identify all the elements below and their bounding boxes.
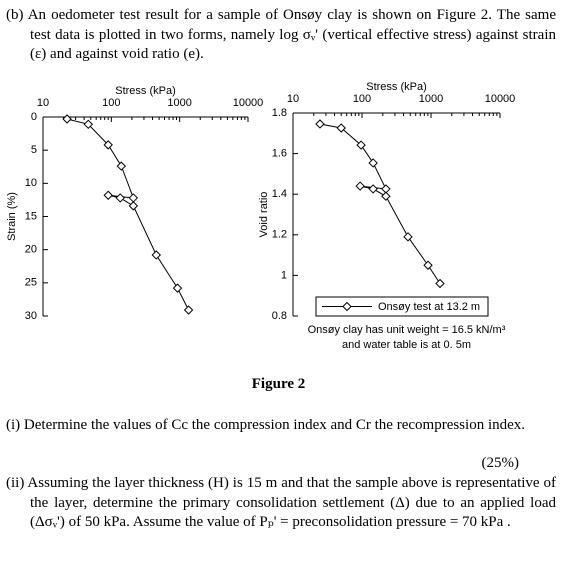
y-tick-label: 20 <box>25 244 37 256</box>
x-tick-label: 10 <box>37 97 49 109</box>
y-tick-label: 0 <box>31 111 37 123</box>
data-point <box>315 119 325 129</box>
figure-caption: Figure 2 <box>251 376 306 392</box>
x-axis-label: Stress (kPa) <box>115 85 176 97</box>
data-point <box>183 305 194 315</box>
y-axis-label: Void ratio <box>258 192 270 238</box>
data-point <box>435 278 445 289</box>
legend-marker <box>342 301 352 312</box>
series-line <box>66 118 190 311</box>
y-tick-label: 1.8 <box>272 107 287 119</box>
x-tick-label: 10 <box>287 93 299 105</box>
data-point <box>403 232 413 242</box>
data-point <box>172 283 183 293</box>
x-tick-label: 10000 <box>485 93 516 105</box>
figure: Stress (kPa)Strain (%)10 100 1000 100000510… <box>6 81 516 351</box>
data-point <box>128 201 139 211</box>
data-point <box>423 260 433 270</box>
x-tick-label: 1000 <box>419 93 443 105</box>
data-point <box>355 181 365 191</box>
y-tick-label: 1.6 <box>272 148 287 160</box>
y-tick-label: 1.4 <box>272 188 287 200</box>
x-axis-label: Stress (kPa) <box>366 81 427 93</box>
annotation: Onsøy clay has unit weight = 16.5 kN/m³ <box>308 324 506 336</box>
data-point <box>381 191 391 201</box>
question-text: (i) Determine the values of Cc the compr… <box>6 417 526 433</box>
data-point <box>103 140 113 150</box>
series-line <box>319 123 441 284</box>
y-tick-label: 25 <box>25 277 37 289</box>
data-point <box>128 193 139 203</box>
legend-box <box>315 296 489 317</box>
data-point <box>103 190 113 200</box>
data-point <box>151 250 162 260</box>
y-axis-label: Strain (%) <box>6 192 18 241</box>
y-tick-label: 1 <box>281 269 287 281</box>
data-point <box>356 140 366 150</box>
data-point <box>116 161 127 171</box>
x-tick-label: 100 <box>102 97 120 109</box>
data-point <box>336 123 346 133</box>
x-tick-label: 10000 <box>233 97 264 109</box>
x-tick-label: 100 <box>353 93 371 105</box>
y-tick-label: 15 <box>25 210 37 222</box>
data-point <box>368 184 378 194</box>
data-point <box>368 158 378 168</box>
x-tick-label: 1000 <box>167 97 191 109</box>
y-tick-label: 10 <box>25 177 37 189</box>
y-tick-label: 0.8 <box>272 310 287 322</box>
annotation: and water table is at 0. 5m <box>342 339 471 351</box>
intro-text: (b) An oedometer test result for a sampl… <box>6 7 556 62</box>
y-tick-label: 5 <box>31 144 37 156</box>
y-tick-label: 30 <box>25 310 37 322</box>
data-point <box>83 119 93 130</box>
question-marks: (25%) <box>481 455 520 471</box>
question-text: (ii) Assuming the layer thickness (H) is… <box>6 475 556 530</box>
data-point <box>62 114 72 124</box>
legend-label: Onsøy test at 13.2 m <box>378 301 480 313</box>
data-point <box>115 193 125 203</box>
y-tick-label: 1.2 <box>272 229 287 241</box>
